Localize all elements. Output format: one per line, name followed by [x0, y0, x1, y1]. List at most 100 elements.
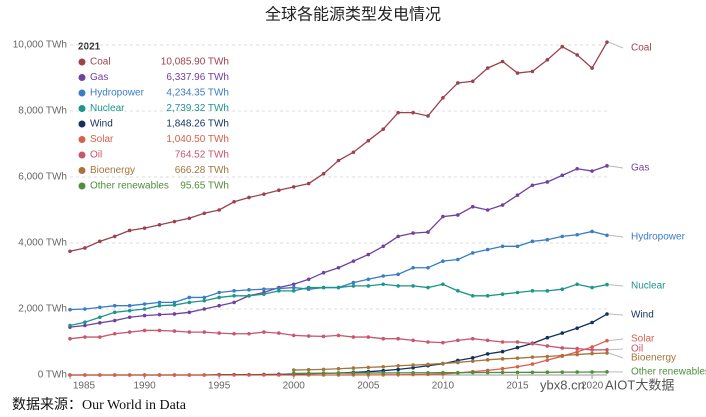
- point: [187, 295, 192, 300]
- point: [291, 371, 296, 376]
- point: [590, 370, 594, 374]
- point: [366, 371, 371, 375]
- point: [351, 280, 356, 285]
- point: [485, 358, 490, 362]
- x-tick-label: 1995: [208, 381, 231, 392]
- end-label: Solar: [631, 334, 655, 345]
- point: [306, 371, 311, 376]
- end-label: Oil: [631, 344, 643, 355]
- point: [232, 331, 236, 336]
- point: [560, 331, 565, 335]
- point: [202, 307, 207, 311]
- point: [381, 364, 386, 369]
- point: [426, 230, 430, 234]
- legend-value: 95.65 TWh: [180, 181, 229, 192]
- point: [485, 208, 490, 212]
- point: [306, 285, 311, 290]
- point: [560, 44, 565, 49]
- end-label: Coal: [631, 43, 652, 54]
- point: [202, 330, 207, 334]
- point: [515, 244, 520, 249]
- legend-swatch: [78, 167, 86, 174]
- legend-label: Solar: [90, 134, 114, 145]
- point: [112, 234, 117, 239]
- point: [575, 232, 579, 237]
- point: [306, 334, 311, 338]
- point: [515, 290, 520, 295]
- label-leader: [608, 234, 624, 238]
- point: [277, 331, 281, 335]
- end-label: Nuclear: [631, 281, 666, 292]
- point: [500, 340, 505, 344]
- point: [485, 352, 490, 356]
- point: [575, 350, 579, 354]
- point: [306, 277, 311, 282]
- point: [321, 334, 326, 339]
- point: [411, 371, 415, 375]
- point: [396, 363, 400, 368]
- point: [530, 289, 535, 293]
- legend-swatch: [78, 89, 86, 97]
- line: [69, 283, 608, 327]
- point: [366, 252, 371, 257]
- point: [291, 368, 296, 372]
- point: [247, 373, 251, 377]
- point: [500, 203, 505, 207]
- point: [411, 284, 415, 288]
- point: [500, 349, 505, 354]
- point: [232, 300, 236, 305]
- point: [68, 307, 72, 312]
- point: [202, 295, 207, 300]
- y-tick-label: 6,000 TWh: [18, 172, 67, 183]
- point: [83, 323, 87, 328]
- point: [590, 66, 594, 70]
- legend-label: Nuclear: [90, 103, 125, 114]
- x-tick-label: 1990: [133, 381, 156, 392]
- point: [381, 244, 386, 249]
- point: [396, 272, 400, 277]
- point: [485, 247, 490, 252]
- point: [277, 289, 281, 293]
- legend-value: 666.28 TWh: [175, 165, 229, 176]
- point: [172, 300, 177, 305]
- point: [321, 367, 326, 372]
- point: [366, 138, 371, 143]
- point: [112, 303, 117, 308]
- point: [515, 71, 520, 75]
- point: [351, 371, 356, 375]
- point: [112, 373, 117, 377]
- point: [217, 290, 221, 295]
- end-label: Gas: [631, 163, 649, 174]
- point: [142, 328, 147, 333]
- line: [69, 41, 608, 252]
- point: [172, 373, 177, 377]
- point: [426, 285, 430, 290]
- point: [456, 213, 460, 217]
- point: [485, 370, 490, 375]
- point: [545, 344, 550, 348]
- point: [560, 287, 565, 292]
- legend-value: 4,234.35 TWh: [166, 88, 229, 99]
- point: [485, 294, 490, 298]
- y-tick-label: 0 TWh: [38, 370, 67, 381]
- point: [545, 58, 550, 62]
- point: [262, 192, 266, 196]
- legend-swatch: [78, 182, 86, 190]
- point: [157, 300, 162, 305]
- point: [381, 336, 386, 341]
- watermark: ybx8.cn: [540, 377, 585, 392]
- point: [366, 284, 371, 288]
- point: [336, 265, 341, 270]
- point: [515, 370, 520, 375]
- point: [530, 370, 535, 375]
- point: [441, 96, 445, 100]
- point: [515, 345, 520, 350]
- point: [351, 284, 356, 288]
- point: [590, 229, 594, 234]
- x-tick-label: 2020: [581, 381, 604, 392]
- point: [575, 53, 579, 57]
- point: [98, 315, 102, 320]
- point: [456, 338, 460, 343]
- point: [575, 282, 579, 287]
- point: [321, 371, 326, 376]
